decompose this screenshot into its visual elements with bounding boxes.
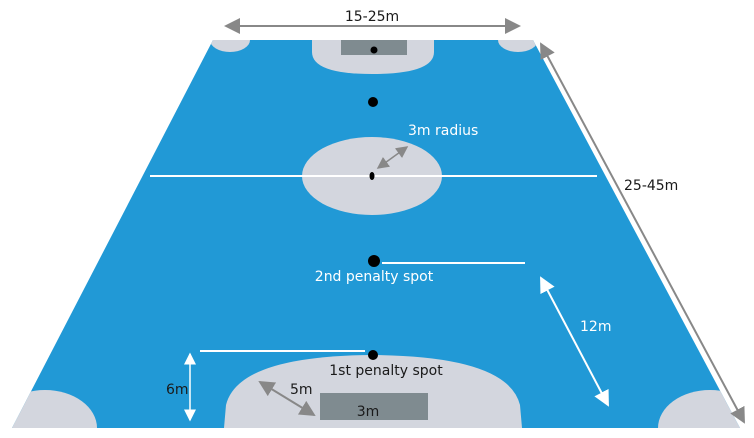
length-label: 25-45m [624, 178, 678, 194]
second-penalty-label: 2nd penalty spot [315, 269, 434, 285]
length-dimension-arrow [540, 42, 745, 424]
five-meter-label: 5m [290, 382, 313, 398]
corner-arc-top-right [498, 40, 538, 52]
first-penalty-label: 1st penalty spot [329, 363, 443, 379]
twelve-meter-arrow [540, 276, 609, 407]
center-radius-arrow [376, 146, 409, 169]
center-spot [369, 172, 375, 180]
corner-arc-top-left [210, 40, 250, 52]
goal-bottom [320, 393, 428, 420]
first-penalty-spot-bottom [368, 350, 378, 360]
second-penalty-spot-bottom [368, 255, 380, 267]
width-label: 15-25m [345, 9, 399, 25]
five-meter-arrow [258, 380, 316, 417]
goal-top-center-spot [370, 46, 378, 54]
twelve-meter-label: 12m [580, 319, 611, 335]
six-meter-label: 6m [166, 382, 189, 398]
center-radius-label: 3m radius [408, 123, 478, 139]
goal-width-label: 3m [357, 404, 380, 420]
second-penalty-spot-top [368, 97, 378, 107]
